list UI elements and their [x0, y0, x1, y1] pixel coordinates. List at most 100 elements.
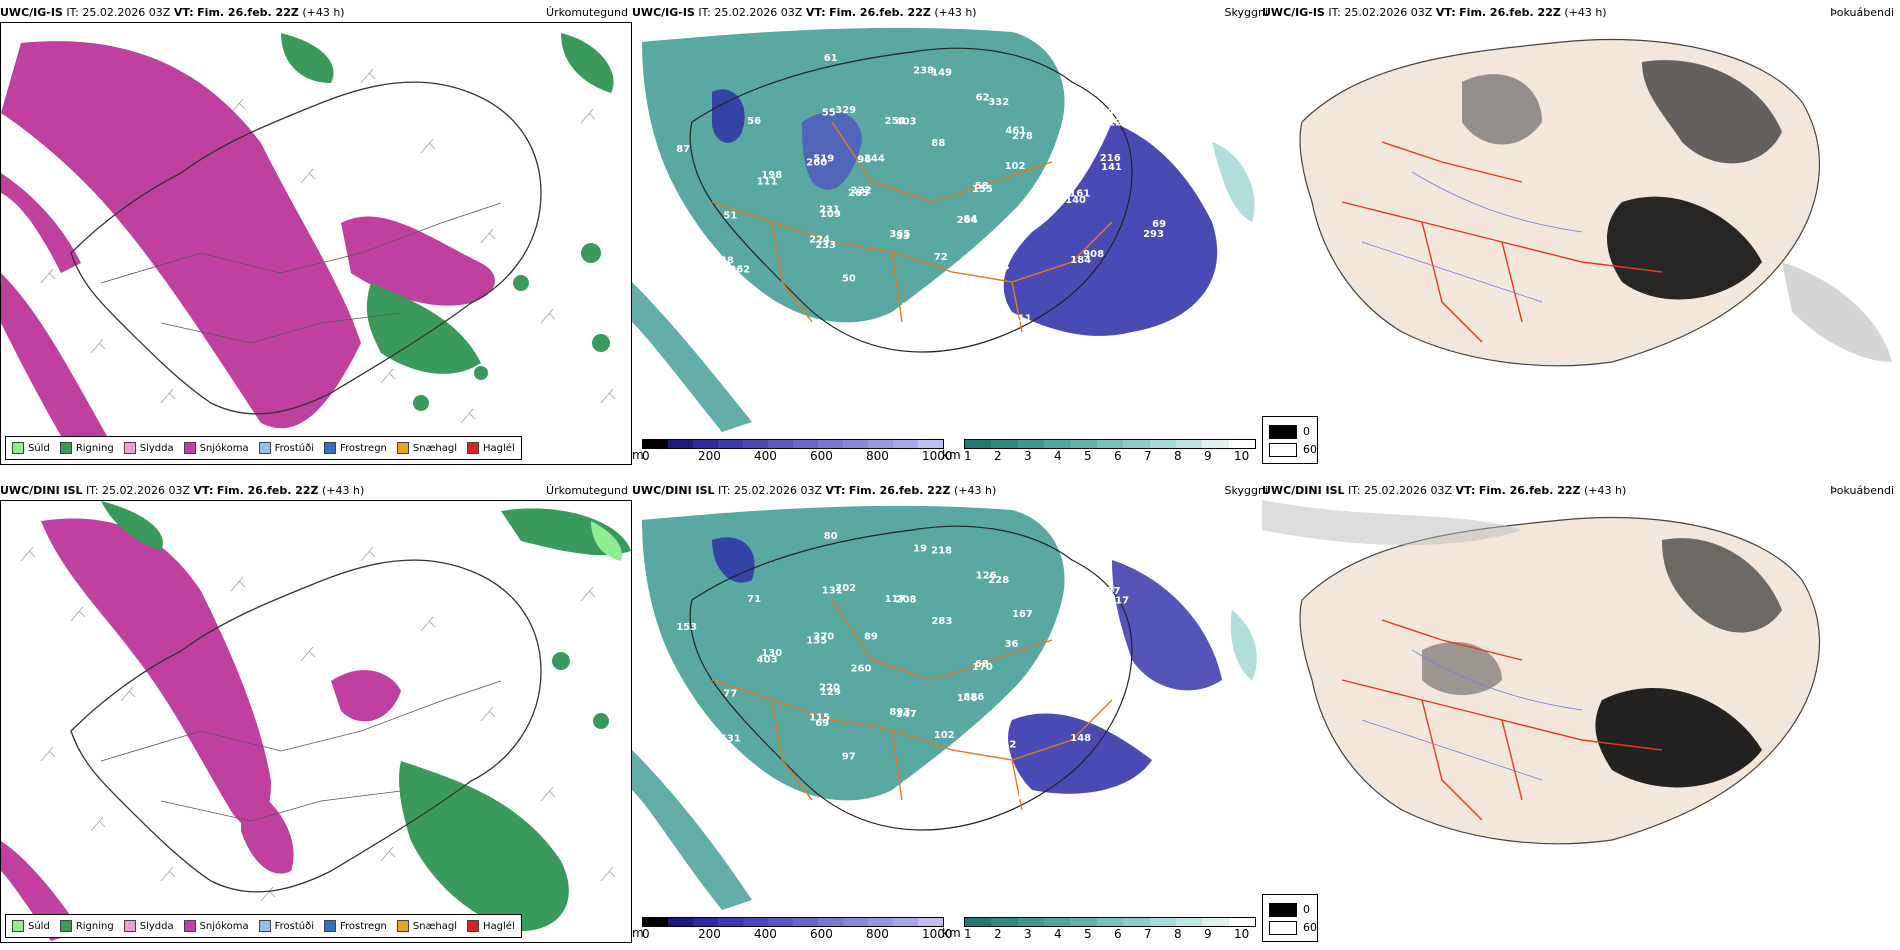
- low-ceiling-area: [1003, 122, 1218, 336]
- cloud-base-value: 437: [1100, 586, 1121, 597]
- cloud-base-value: 146: [957, 693, 978, 704]
- cloud-base-value: 71: [747, 594, 761, 605]
- panel-title: Þokuábendi: [1830, 484, 1894, 497]
- cloud-base-value: 148: [1070, 733, 1091, 744]
- colorbar-tick: 3: [1024, 449, 1032, 463]
- cloud-base-value: 109: [820, 209, 841, 220]
- low-ceiling-area: [1112, 560, 1222, 691]
- colorbar-segment: [1070, 440, 1097, 448]
- colorbar-segment: [743, 918, 768, 926]
- cloud-base-value: 94: [996, 262, 1010, 273]
- legend-swatch: [396, 442, 409, 454]
- legend-swatch: [258, 442, 271, 454]
- legend-label: Rigning: [75, 443, 114, 454]
- colorbar-tick: 10: [1234, 449, 1250, 463]
- legend-swatch: [12, 920, 24, 932]
- legend-swatch: [123, 920, 136, 932]
- snow-area: [241, 781, 294, 874]
- cloud-base-value: 238: [913, 66, 934, 77]
- cloud-base-value: 256: [755, 303, 776, 314]
- cloud-base-value: 531: [720, 733, 741, 744]
- colorbar-segment: [918, 918, 943, 926]
- colorbar-segment: [868, 918, 893, 926]
- legend-swatch: [467, 442, 480, 454]
- cloud-base-value: 260: [851, 663, 872, 674]
- cloud-base-value: 44: [1060, 61, 1074, 72]
- fog-area: [1642, 60, 1782, 164]
- cloud-base-value: 344: [864, 153, 885, 164]
- cloud-base-value: 69: [815, 718, 829, 729]
- panel-header: UWC/DINI ISL IT: 25.02.2026 03Z VT: Fim.…: [0, 484, 365, 497]
- colorbar-segment: [668, 918, 693, 926]
- colorbar-tick: 5: [1084, 449, 1092, 463]
- cloud-map[interactable]: 170 115 218 146 130 117 893 202 225 220 228 122 370 1…: [632, 500, 1262, 910]
- rain-cell: [592, 334, 610, 352]
- rivers: [1361, 171, 1583, 303]
- rain-cell: [474, 366, 488, 380]
- cloud-base-value: 48: [720, 255, 734, 266]
- legend-item-haglél: Haglél: [467, 920, 515, 932]
- legend-swatch: [12, 442, 24, 454]
- rain-area: [561, 33, 614, 93]
- cloud-base-value: 123: [1108, 117, 1129, 128]
- cloud-base-value: 42: [1100, 631, 1114, 642]
- colorbar-segment: [1175, 440, 1203, 448]
- fog-map[interactable]: [1262, 500, 1900, 910]
- cloud-base-value: 329: [835, 105, 856, 116]
- visibility-area: [642, 27, 1065, 323]
- cloud-base-value: 131: [822, 585, 843, 596]
- legend-label: Frostregn: [340, 443, 387, 454]
- cloud-base-value: 58: [975, 181, 989, 192]
- visibility-colorbar: km 1 2 3 4 5 6 7 8 9 10: [942, 436, 1262, 463]
- fog-legend-high-label: 0: [1303, 425, 1310, 438]
- roads: [711, 599, 1113, 811]
- precip-map[interactable]: Súld Rigning Slydda Snjókoma Frostúði Frostre…: [0, 22, 632, 465]
- colorbar-segment: [693, 918, 718, 926]
- cloud-base-value: 51: [723, 210, 737, 221]
- colorbar-segment: [1202, 918, 1229, 926]
- legend-swatch: [59, 442, 72, 454]
- cloud-base-labels: 155 224 149 264 198 123 365 329 293 231 332 172 519 1…: [676, 53, 1166, 327]
- colorbar-segment: [718, 918, 743, 926]
- precip-map[interactable]: Súld Rigning Slydda Snjókoma Frostúði Frostre…: [0, 500, 632, 943]
- colorbar-segment: [1044, 918, 1071, 926]
- cloud-base-value: 187: [1011, 792, 1032, 803]
- colorbar-tick: 2: [994, 449, 1002, 463]
- fog-area: [1782, 262, 1892, 362]
- colorbar-segment: [1096, 918, 1124, 926]
- cloud-base-value: 228: [988, 575, 1009, 586]
- cloud-base-value: 461: [1005, 126, 1026, 137]
- colorbar-tick: 0: [642, 449, 650, 463]
- fog-area: [1262, 500, 1522, 545]
- colorbar-tick: 8: [1174, 927, 1182, 941]
- fog-indicator-panel: UWC/IG-IS IT: 25.02.2026 03Z VT: Fim. 26…: [1262, 0, 1900, 465]
- legend-label: Súld: [28, 921, 50, 932]
- cloud-base-value: 61: [824, 53, 838, 64]
- cloud-base-value: 175: [902, 779, 923, 790]
- colorbar-tick: 7: [1144, 449, 1152, 463]
- rain-cell: [552, 652, 570, 670]
- colorbar-segment: [1228, 918, 1255, 926]
- cloud-base-labels: 1701152181461301178932022252202281223701…: [676, 531, 1173, 805]
- colorbar-tick: 3: [1024, 927, 1032, 941]
- visibility-area: [632, 282, 752, 432]
- cloud-base-value: 80: [824, 531, 838, 542]
- height-colorbar: m 0 200 400 600 800 1000: [632, 914, 953, 941]
- cloud-base-value: 102: [1005, 161, 1026, 172]
- legend-swatch: [59, 920, 72, 932]
- colorbar-segment: [1123, 440, 1150, 448]
- cloud-base-value: 962: [729, 264, 750, 275]
- legend-label: Slydda: [139, 921, 174, 932]
- colorbar-tick: 4: [1054, 449, 1062, 463]
- forecast-row: UWC/DINI ISL IT: 25.02.2026 03Z VT: Fim.…: [0, 478, 1900, 948]
- fog-map[interactable]: [1262, 22, 1900, 432]
- cloud-base-value: 208: [896, 595, 917, 606]
- cloud-map-svg: 155 224 149 264 198 123 365 329 293 231 332 172 519 1…: [632, 27, 1255, 432]
- fog-area: [1462, 74, 1542, 145]
- legend-label: Snæhagl: [412, 443, 458, 454]
- cloud-base-value: 155: [972, 184, 993, 195]
- legend-swatch: [183, 442, 196, 454]
- cloud-map[interactable]: 155 224 149 264 198 123 365 329 293 231 332 172 519 1…: [632, 22, 1262, 432]
- colorbar-tick: 1: [964, 927, 972, 941]
- legend-label: Frostregn: [340, 921, 387, 932]
